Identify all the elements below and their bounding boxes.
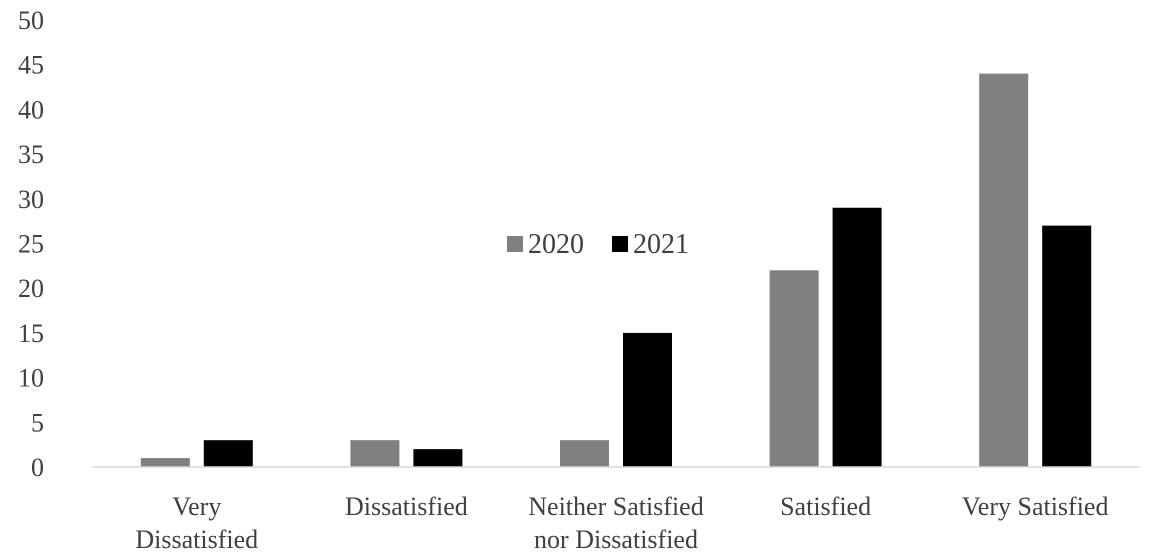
legend-swatch-2020 <box>507 236 523 252</box>
y-tick-label: 25 <box>18 230 44 259</box>
x-category-label: Dissatisfied <box>345 492 468 521</box>
x-category-label-line: Dissatisfied <box>135 525 258 554</box>
x-category-label-line: Dissatisfied <box>345 492 468 521</box>
legend: 2020 2021 <box>507 229 689 260</box>
y-tick-label: 10 <box>18 364 44 393</box>
y-tick-label: 15 <box>18 319 44 348</box>
y-tick-label: 35 <box>18 140 44 169</box>
x-category-label: Neither Satisfied nor Dissatisfied <box>528 492 703 554</box>
bar-2020-2 <box>560 440 609 467</box>
x-category-label-line: Satisfied <box>780 492 871 521</box>
y-tick-label: 50 <box>18 6 44 35</box>
x-category-label-line: Very Satisfied <box>962 492 1109 521</box>
y-axis: 0 5 10 15 20 25 30 35 40 45 50 <box>18 6 44 482</box>
y-tick-label: 30 <box>18 185 44 214</box>
x-category-label: Satisfied <box>780 492 871 521</box>
legend-label-2021: 2021 <box>633 229 689 260</box>
bar-2020-3 <box>769 270 819 467</box>
bar-2020-0 <box>140 458 190 467</box>
y-tick-label: 5 <box>31 408 44 437</box>
bar-2021-1 <box>413 449 463 467</box>
bar-2021-4 <box>1042 225 1092 467</box>
legend-label-2020: 2020 <box>528 229 584 260</box>
y-tick-label: 40 <box>18 95 44 124</box>
x-category-label: Very Dissatisfied <box>135 492 258 554</box>
bar-2020-1 <box>350 440 400 467</box>
y-tick-label: 0 <box>31 453 44 482</box>
bar-2020-4 <box>979 73 1029 467</box>
x-axis: Very Dissatisfied Dissatisfied Neither Sati… <box>135 492 1108 554</box>
x-category-label-line: nor Dissatisfied <box>534 525 698 554</box>
bar-2021-3 <box>832 207 882 468</box>
y-tick-label: 20 <box>18 274 44 303</box>
x-category-label-line: Neither Satisfied <box>528 492 703 521</box>
bar-2021-2 <box>623 332 672 467</box>
bars <box>140 73 1092 468</box>
x-category-label: Very Satisfied <box>962 492 1109 521</box>
bar-2021-0 <box>203 440 253 467</box>
y-tick-label: 45 <box>18 51 44 80</box>
x-category-label-line: Very <box>172 492 221 521</box>
legend-swatch-2021 <box>612 236 628 252</box>
